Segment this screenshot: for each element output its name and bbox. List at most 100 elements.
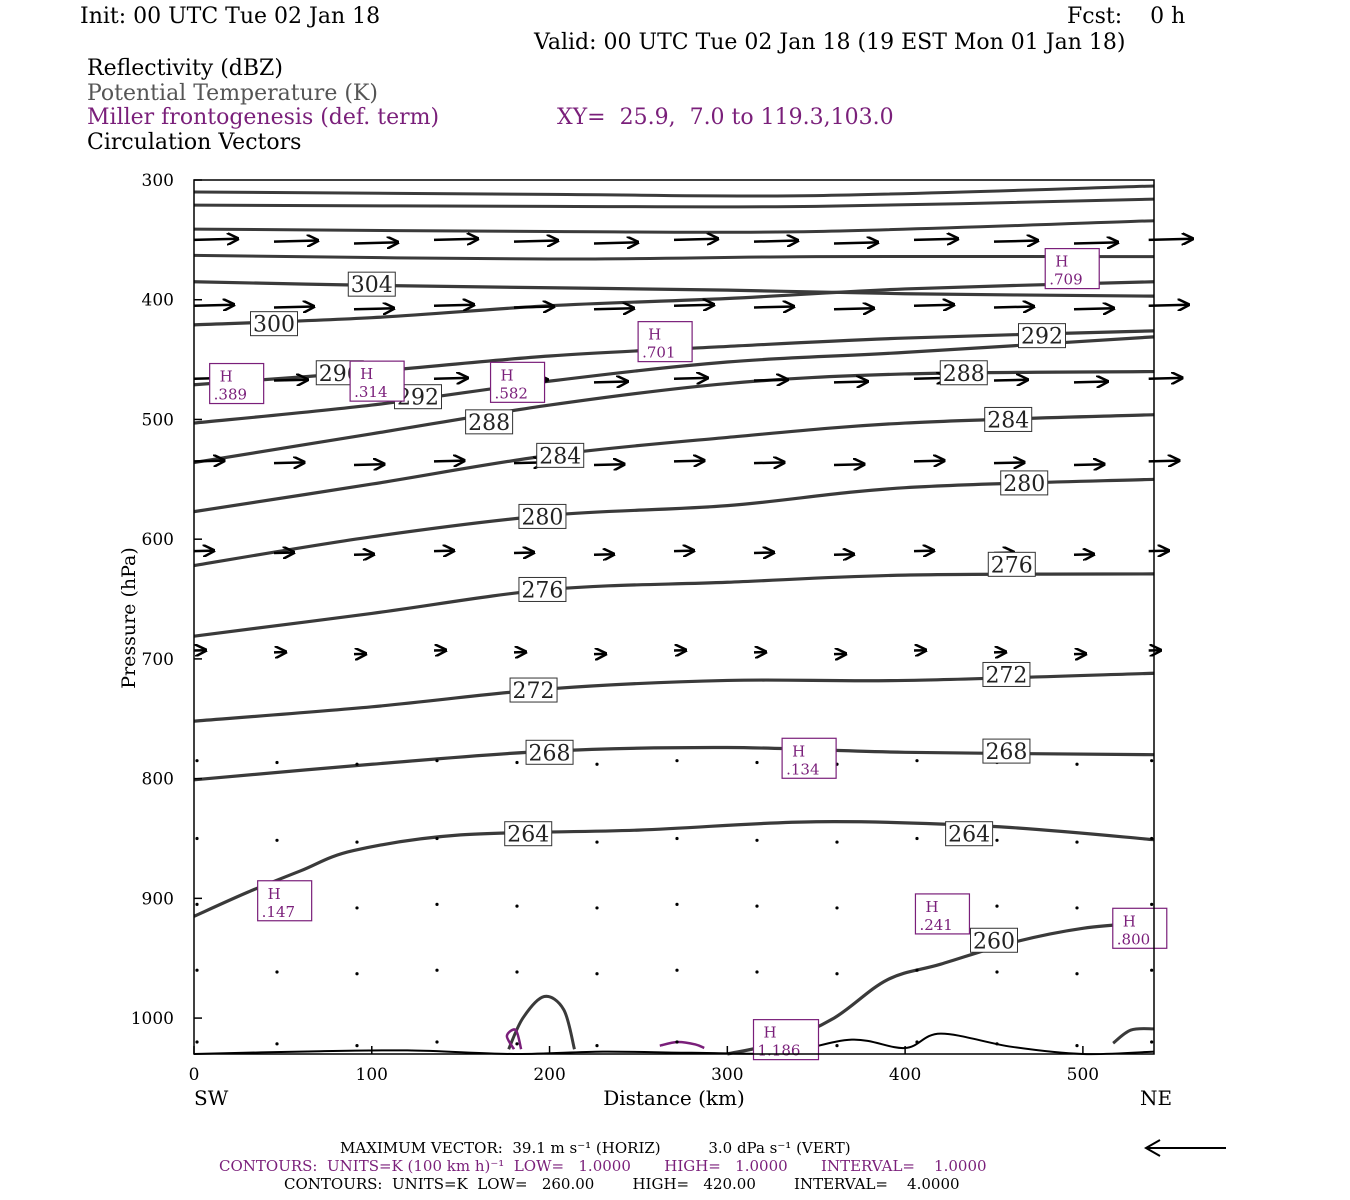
theta-contour <box>193 745 1155 782</box>
theta-contour <box>193 280 1155 298</box>
contour-label: 268 <box>529 741 571 766</box>
frontogenesis-high-box <box>1044 247 1100 290</box>
y-tick-label: 300 <box>142 171 174 191</box>
frontogenesis-high-value: .241 <box>919 916 952 934</box>
circulation-vectors <box>193 239 1193 1048</box>
frontogenesis-high-value: .134 <box>786 760 819 778</box>
legend-potential-temperature: Potential Temperature (K) <box>87 81 378 106</box>
contour-label-box <box>945 821 994 847</box>
contour-label-box <box>518 503 567 529</box>
theta-contour <box>193 572 1155 638</box>
circulation-vector <box>353 464 384 465</box>
circulation-vector <box>593 464 624 465</box>
circulation-vector <box>833 308 874 309</box>
theta-contour <box>193 184 1155 198</box>
circulation-vector <box>515 904 519 908</box>
contour-label: 284 <box>539 444 581 469</box>
frontogenesis-high-value: .389 <box>214 386 247 404</box>
frontogenesis-high-value: .701 <box>642 344 675 362</box>
x-tick-label: 400 <box>889 1065 921 1085</box>
circulation-vector <box>833 464 864 465</box>
circulation-vector <box>515 1042 519 1046</box>
frontogenesis-high-letter: H <box>792 742 805 760</box>
contour-label: 288 <box>468 411 510 436</box>
circulation-vector <box>673 461 704 462</box>
circulation-vector <box>595 972 599 976</box>
circulation-vector <box>433 551 454 552</box>
circulation-vector <box>673 239 718 240</box>
circulation-vector <box>195 968 199 972</box>
circulation-vector <box>195 759 199 763</box>
frontogenesis-high-box <box>781 737 837 779</box>
circulation-vector <box>1150 902 1154 906</box>
circulation-vector <box>355 972 359 976</box>
circulation-vector <box>915 968 919 972</box>
contour-label: 288 <box>943 362 985 387</box>
frontogenesis-high-box <box>637 321 693 363</box>
frontogenesis-contour <box>659 1040 705 1050</box>
surface-line <box>193 1032 1155 1056</box>
circulation-vector <box>195 1040 199 1044</box>
circulation-vector <box>355 1044 359 1048</box>
circulation-vector <box>273 552 294 553</box>
theta-contour <box>193 335 1155 425</box>
frontogenesis-high-box <box>1112 907 1168 949</box>
circulation-vector <box>355 840 359 844</box>
frontogenesis-high-letter: H <box>268 885 281 903</box>
contour-label: 264 <box>948 823 990 848</box>
circulation-vector <box>993 307 1034 308</box>
y-tick-label: 800 <box>142 770 174 790</box>
frontogenesis-high-value: .314 <box>354 383 387 401</box>
circulation-vector <box>275 1042 279 1046</box>
contour-label: 264 <box>507 823 549 848</box>
circulation-vector <box>1075 840 1079 844</box>
frontogenesis-contour <box>505 1028 523 1050</box>
x-tick-label: 500 <box>1067 1065 1099 1085</box>
contour-label-box <box>970 927 1018 953</box>
ne-label: NE <box>1140 1086 1172 1110</box>
contour-label-box <box>465 409 514 435</box>
contour-label-box <box>250 311 298 337</box>
frontogenesis-high-value: 1.186 <box>758 1042 801 1060</box>
legend-frontogenesis: Miller frontogenesis (def. term) <box>87 105 440 130</box>
circulation-vector <box>273 462 304 463</box>
circulation-vector <box>675 1040 679 1044</box>
theta-contour <box>193 253 1155 261</box>
contour-label-box <box>536 442 585 468</box>
circulation-vector <box>435 902 439 906</box>
circulation-vector <box>433 461 464 462</box>
circulation-vector <box>993 380 1028 381</box>
frontogenesis-high-value: .709 <box>1049 271 1082 289</box>
circulation-vector <box>513 307 554 308</box>
x-tick-label: 0 <box>189 1065 200 1085</box>
circulation-vector <box>915 1040 919 1044</box>
contour-label: 292 <box>1021 325 1063 350</box>
circulation-vector <box>1073 381 1108 382</box>
circulation-vector <box>833 242 878 243</box>
circulation-vector <box>593 308 634 309</box>
y-tick-label: 900 <box>142 889 174 909</box>
circulation-vector <box>1073 464 1104 465</box>
contour-label-box <box>982 661 1031 687</box>
y-axis-title: Pressure (hPa) <box>118 547 140 689</box>
contour-label-box <box>509 677 558 703</box>
circulation-vector <box>995 1042 999 1046</box>
contour-label-box <box>984 406 1033 432</box>
circulation-vector <box>193 239 238 240</box>
theta-contour <box>193 413 1155 514</box>
frontogenesis-high-box <box>489 361 546 403</box>
circulation-vector <box>355 762 359 766</box>
frontogenesis-high-box <box>914 893 971 935</box>
circulation-vector <box>835 972 839 976</box>
x-tick-label: 300 <box>711 1065 743 1085</box>
circulation-vector <box>675 759 679 763</box>
valid-time: Valid: 00 UTC Tue 02 Jan 18 (19 EST Mon … <box>534 30 1126 55</box>
frontogenesis-high-box <box>257 880 313 922</box>
circulation-vector <box>435 1040 439 1044</box>
frontogenesis-high-letter: H <box>764 1024 777 1042</box>
contour-label-box <box>525 739 574 765</box>
frontogenesis-high-box <box>349 360 405 402</box>
circulation-vector <box>995 970 999 974</box>
circulation-vector <box>595 840 599 844</box>
